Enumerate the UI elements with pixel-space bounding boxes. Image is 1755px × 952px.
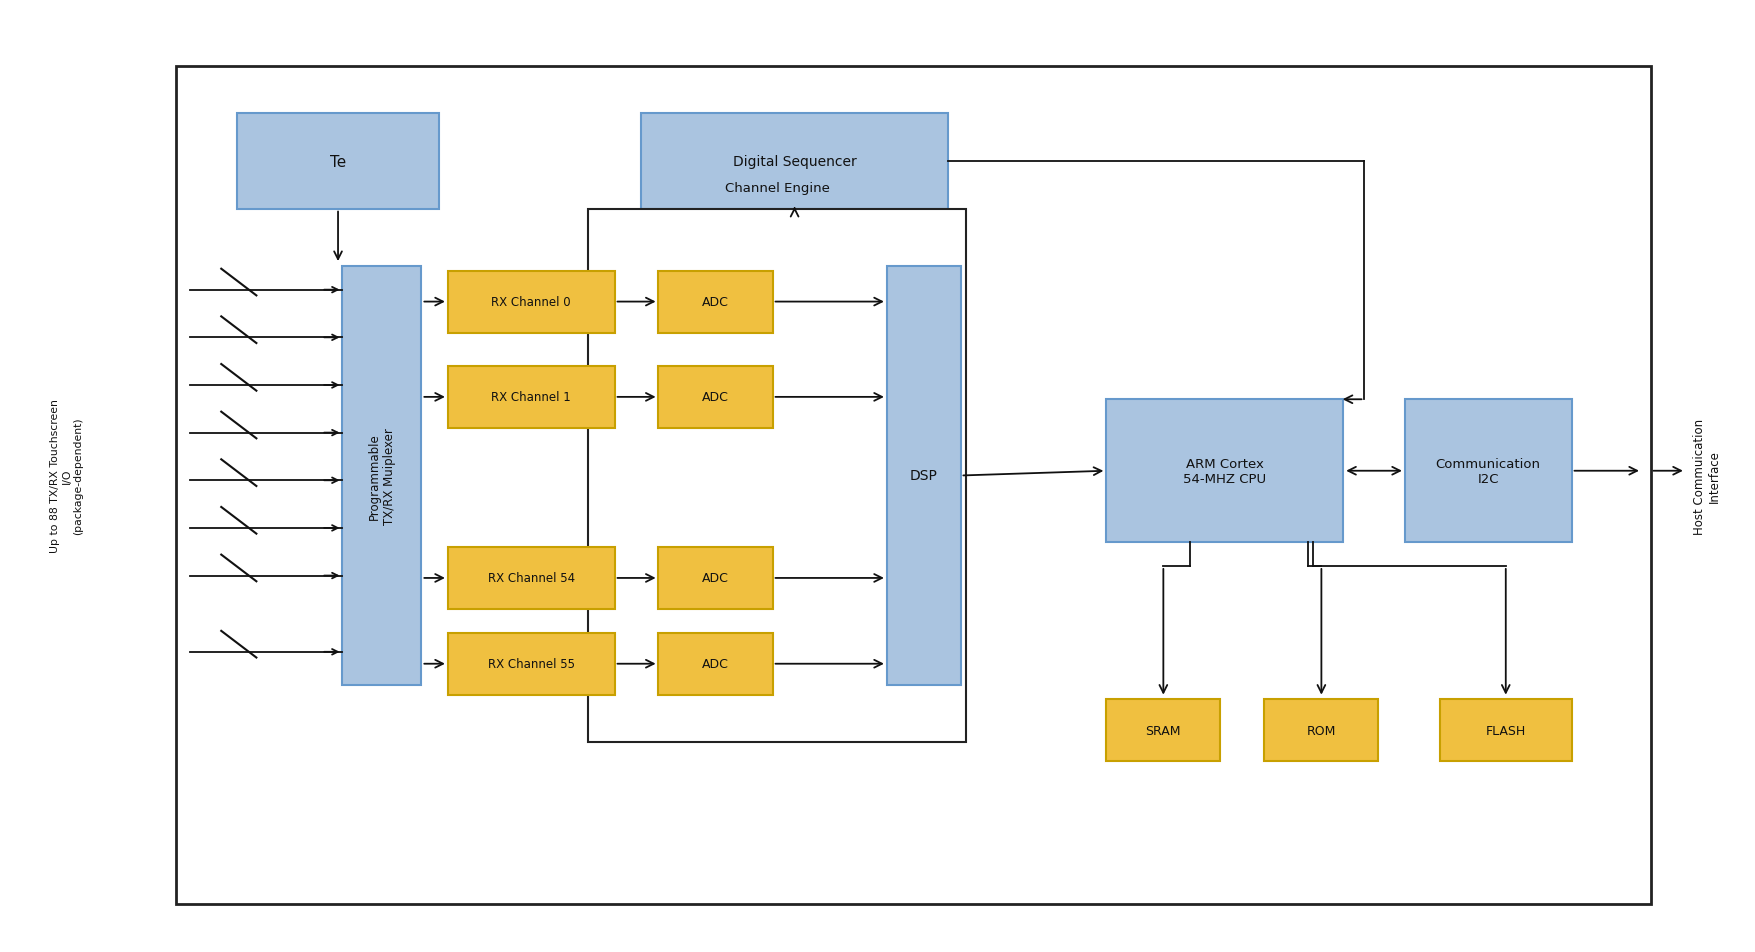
Bar (658, 547, 772, 609)
Bar (448, 547, 614, 609)
Bar (448, 367, 614, 428)
Bar (1439, 700, 1571, 762)
Text: ADC: ADC (702, 391, 728, 404)
Bar (1264, 700, 1378, 762)
Text: ROM: ROM (1306, 724, 1336, 737)
Text: RX Channel 54: RX Channel 54 (488, 572, 574, 585)
Text: Communication
I2C: Communication I2C (1436, 457, 1539, 486)
Text: ARM Cortex
54-MHZ CPU: ARM Cortex 54-MHZ CPU (1183, 457, 1265, 486)
Bar (342, 267, 421, 685)
Text: RX Channel 0: RX Channel 0 (491, 296, 570, 308)
Bar (176, 67, 1650, 904)
Text: ADC: ADC (702, 658, 728, 670)
Bar (886, 267, 960, 685)
Bar (237, 114, 439, 209)
Bar (1404, 400, 1571, 543)
Text: RX Channel 55: RX Channel 55 (488, 658, 574, 670)
Text: RX Channel 1: RX Channel 1 (491, 391, 570, 404)
Text: Digital Sequencer: Digital Sequencer (732, 155, 856, 169)
Text: ADC: ADC (702, 296, 728, 308)
Bar (658, 367, 772, 428)
Text: Up to 88 TX/RX Touchscreen
I/O
(package-dependent): Up to 88 TX/RX Touchscreen I/O (package-… (51, 399, 82, 553)
Text: ADC: ADC (702, 572, 728, 585)
Bar (1106, 700, 1220, 762)
Text: Channel Engine: Channel Engine (725, 182, 828, 195)
Bar (448, 271, 614, 333)
Bar (658, 633, 772, 695)
Text: SRAM: SRAM (1144, 724, 1181, 737)
Bar (1106, 400, 1343, 543)
Text: FLASH: FLASH (1485, 724, 1525, 737)
Bar (658, 271, 772, 333)
Text: Programmable
TX/RX Muiplexer: Programmable TX/RX Muiplexer (369, 427, 395, 525)
Bar (448, 633, 614, 695)
Text: DSP: DSP (909, 469, 937, 483)
Bar (641, 114, 948, 209)
Text: Host Commuication
Interface: Host Commuication Interface (1692, 418, 1720, 534)
Text: Te: Te (330, 154, 346, 169)
Bar (588, 209, 965, 743)
